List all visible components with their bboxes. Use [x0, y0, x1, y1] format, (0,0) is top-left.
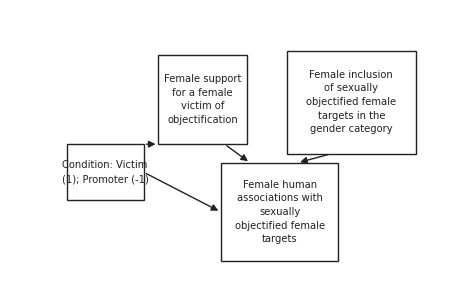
FancyBboxPatch shape	[287, 50, 416, 154]
Text: Female human
associations with
sexually
objectified female
targets: Female human associations with sexually …	[235, 180, 325, 244]
FancyBboxPatch shape	[66, 144, 144, 200]
FancyBboxPatch shape	[158, 55, 246, 144]
FancyBboxPatch shape	[221, 163, 338, 261]
Text: Female support
for a female
victim of
objectification: Female support for a female victim of ob…	[164, 74, 241, 125]
Text: Condition: Victim
(1); Promoter (-1): Condition: Victim (1); Promoter (-1)	[62, 161, 149, 184]
Text: Female inclusion
of sexually
objectified female
targets in the
gender category: Female inclusion of sexually objectified…	[306, 70, 396, 134]
